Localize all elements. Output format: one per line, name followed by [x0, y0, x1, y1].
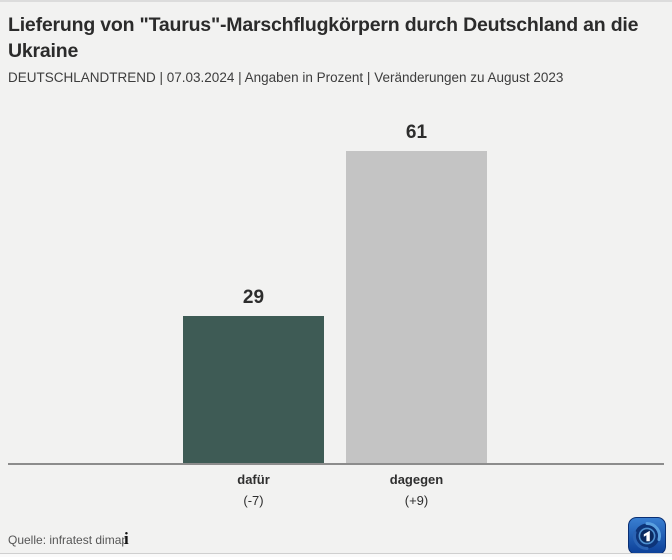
chart-title: Lieferung von "Taurus"-Marschflugkörpern…	[8, 14, 639, 62]
tagesschau-logo	[628, 517, 666, 555]
bar-group-dafuer: 29	[183, 105, 324, 465]
bar-value-label-dagegen: 61	[405, 122, 428, 143]
change-label-dagegen: (+9)	[404, 493, 429, 508]
change-label-dafuer: (-7)	[243, 493, 264, 508]
ard-globe-icon	[628, 517, 666, 555]
bar-group-dagegen: 61	[346, 105, 487, 465]
category-label-dafuer: dafür	[237, 472, 270, 487]
source-label: Quelle: infratest dimap	[8, 533, 129, 547]
info-icon[interactable]: i	[124, 529, 129, 548]
bar-dagegen	[346, 151, 487, 465]
x-axis-baseline	[8, 463, 664, 465]
bar-value-label-dafuer: 29	[242, 287, 265, 308]
category-label-dagegen: dagegen	[389, 472, 444, 487]
bar-dafuer	[183, 316, 324, 465]
chart-subtitle: DEUTSCHLANDTREND | 07.03.2024 | Angaben …	[8, 70, 564, 85]
